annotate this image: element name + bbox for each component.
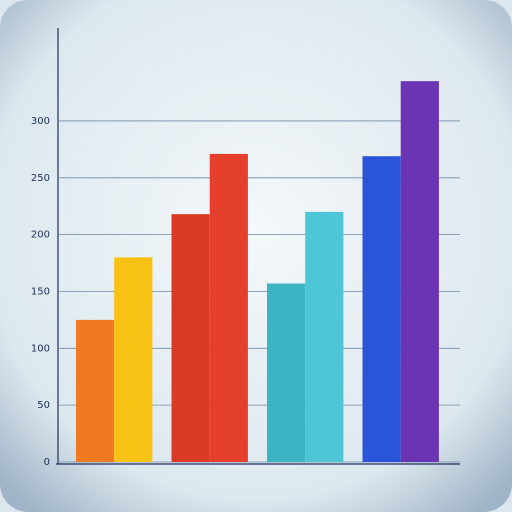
bar <box>209 153 248 463</box>
bar <box>305 211 344 462</box>
bar <box>362 156 401 463</box>
y-tick-label: 50 <box>37 400 50 411</box>
y-tick-label: 200 <box>31 230 50 241</box>
y-tick-label: 0 <box>44 457 50 468</box>
y-tick-label: 100 <box>31 343 50 354</box>
y-tick-label: 250 <box>31 173 50 184</box>
bar <box>267 283 306 462</box>
bar <box>114 257 153 462</box>
bar <box>76 319 115 462</box>
bar <box>171 214 210 462</box>
y-tick-label: 150 <box>31 286 50 297</box>
y-tick-label: 300 <box>31 116 50 127</box>
bar <box>400 81 439 462</box>
